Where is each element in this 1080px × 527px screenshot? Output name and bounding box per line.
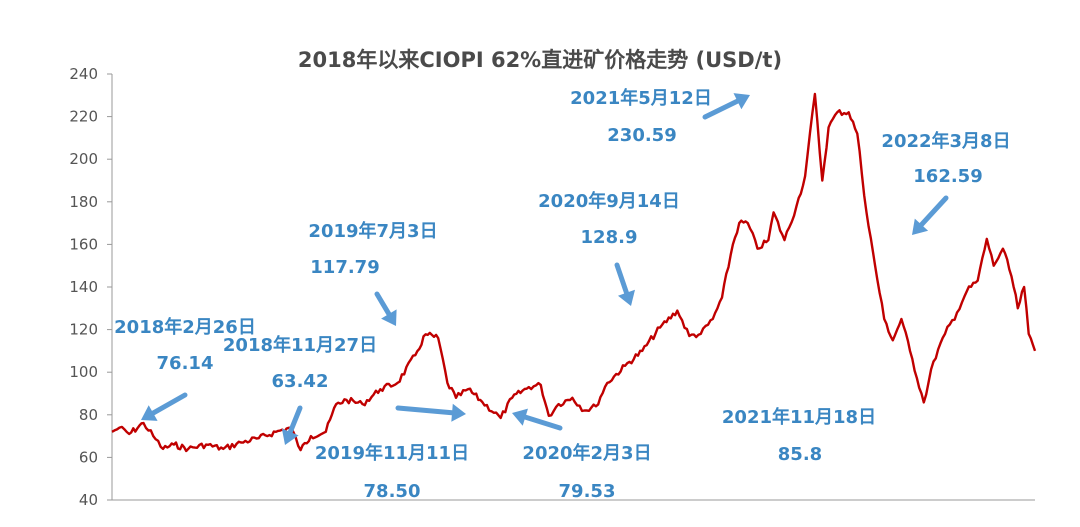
annotation: 2020年2月3日 79.53: [512, 408, 652, 502]
annotation-date: 2022年3月8日: [881, 130, 1010, 152]
annotation-date: 2018年11月27日: [223, 334, 377, 356]
y-tick-label: 80: [79, 406, 98, 424]
annotation-value: 63.42: [272, 371, 329, 392]
annotation-date: 2020年9月14日: [538, 190, 680, 212]
annotation: 2019年11月11日 78.50: [315, 403, 469, 502]
annotation-arrow-head: [618, 289, 635, 306]
chart-title: 2018年以来CIOPI 62%直进矿价格走势 (USD/t): [298, 48, 782, 72]
y-tick-label: 200: [69, 150, 98, 168]
y-tick-label: 240: [69, 65, 98, 83]
annotation: 2018年11月27日 63.42: [223, 334, 377, 445]
annotation-arrow-head: [912, 218, 929, 235]
y-tick-label: 100: [69, 363, 98, 381]
y-tick-label: 120: [69, 321, 98, 339]
annotation-value: 79.53: [559, 481, 616, 502]
annotation-arrow-shaft: [374, 291, 392, 317]
annotation-value: 78.50: [364, 481, 421, 502]
y-tick-label: 180: [69, 193, 98, 211]
annotation-value: 85.8: [778, 444, 822, 465]
annotation-arrow-shaft: [287, 405, 303, 435]
y-tick-label: 140: [69, 278, 98, 296]
series-layer: [111, 92, 1037, 453]
annotation-arrow-shaft: [395, 405, 455, 416]
y-tick-label: 220: [69, 108, 98, 126]
annotation-date: 2021年5月12日: [570, 87, 712, 109]
annotation-date: 2019年11月11日: [315, 442, 469, 464]
annotation-arrow-shaft: [522, 414, 563, 431]
annotation-arrow-head: [141, 405, 158, 421]
annotation-arrow-head: [451, 403, 466, 422]
annotation-arrow-shaft: [614, 262, 629, 296]
annotation-date: 2019年7月3日: [308, 220, 437, 242]
annotation-value: 117.79: [310, 257, 379, 278]
y-tick-label: 160: [69, 235, 98, 253]
series-line: [111, 92, 1037, 453]
annotation-arrow-shaft: [918, 195, 949, 228]
y-tick-label: 40: [79, 491, 98, 509]
annotation-layer: 2018年2月26日 76.14 2018年11月27日 63.42 2019年7月3日…: [114, 87, 1010, 502]
annotation-value: 76.14: [157, 353, 214, 374]
annotation-arrow-head: [381, 309, 397, 326]
y-tick-label: 60: [79, 448, 98, 466]
annotation: 2019年7月3日 117.79: [308, 220, 438, 326]
annotation: 2020年9月14日 128.9: [538, 190, 680, 306]
annotation: 2021年5月12日 230.59: [570, 87, 750, 146]
annotation-date: 2020年2月3日: [522, 442, 651, 464]
annotation: 2018年2月26日 76.14: [114, 316, 256, 421]
annotation-value: 162.59: [913, 166, 982, 187]
annotation-arrow-head: [512, 408, 528, 426]
annotation: 2021年11月18日 85.8: [722, 406, 876, 465]
annotation: 2022年3月8日 162.59: [881, 130, 1011, 235]
annotation-date: 2018年2月26日: [114, 316, 256, 338]
annotation-date: 2021年11月18日: [722, 406, 876, 428]
annotation-arrow-shaft: [150, 392, 188, 416]
annotation-arrow-head: [281, 428, 299, 445]
annotation-arrow-head: [733, 93, 750, 110]
axes: 40 60 80 100 120 140 160 180 200 220 240: [69, 65, 1035, 509]
annotation-value: 230.59: [607, 125, 676, 146]
annotation-value: 128.9: [581, 227, 638, 248]
annotation-arrow-shaft: [702, 98, 740, 120]
